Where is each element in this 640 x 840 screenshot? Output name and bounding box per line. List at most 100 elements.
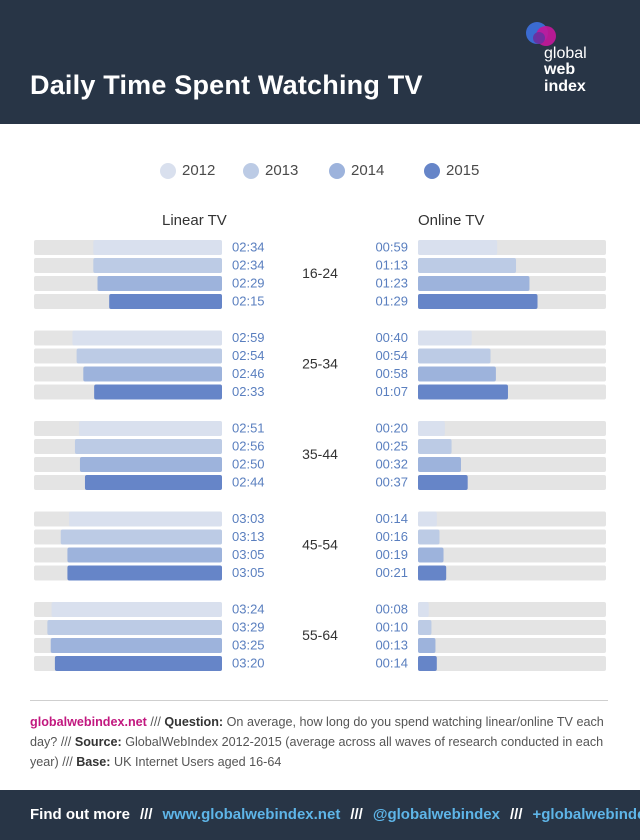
online-value-16-24-2015: 01:29 bbox=[375, 293, 408, 308]
linear-bar-45-54-2015 bbox=[67, 565, 222, 581]
logo-circle-purple-icon bbox=[533, 32, 545, 44]
legend-swatch-2014 bbox=[329, 162, 345, 179]
online-bar-45-54-2014 bbox=[418, 547, 444, 563]
online-track-45-54-2013 bbox=[418, 529, 606, 545]
linear-value-25-34-2013: 02:54 bbox=[232, 348, 265, 363]
age-group-label-35-44: 35-44 bbox=[302, 446, 338, 462]
online-value-35-44-2014: 00:32 bbox=[375, 456, 408, 471]
online-track-45-54-2015 bbox=[418, 565, 606, 581]
globalwebindex-logo[interactable]: global web index bbox=[524, 18, 624, 108]
linear-bar-35-44-2015 bbox=[84, 475, 222, 490]
footnote-separator: /// bbox=[62, 755, 77, 769]
linear-bar-25-34-2015 bbox=[94, 384, 222, 400]
linear-bar-16-24-2015 bbox=[109, 294, 222, 309]
linear-value-55-64-2013: 03:29 bbox=[232, 619, 265, 634]
linear-bar-25-34-2012 bbox=[72, 330, 223, 346]
online-bar-16-24-2014 bbox=[418, 276, 530, 291]
online-bar-55-64-2012 bbox=[418, 602, 429, 617]
footer-separator: /// bbox=[140, 806, 153, 823]
online-value-45-54-2013: 00:16 bbox=[375, 529, 408, 544]
online-bar-45-54-2013 bbox=[418, 529, 440, 545]
online-track-35-44-2014 bbox=[418, 457, 606, 472]
legend-swatch-2013 bbox=[243, 162, 259, 179]
logo-word-index: index bbox=[544, 78, 586, 95]
online-value-55-64-2014: 00:13 bbox=[375, 637, 408, 652]
linear-value-25-34-2014: 02:46 bbox=[232, 366, 265, 381]
footnote-question-label: Question: bbox=[164, 715, 224, 729]
online-value-55-64-2013: 00:10 bbox=[375, 619, 408, 634]
linear-bar-16-24-2013 bbox=[93, 258, 222, 273]
linear-value-35-44-2013: 02:56 bbox=[232, 438, 265, 453]
linear-bar-45-54-2012 bbox=[69, 511, 223, 527]
footnote-separator: /// bbox=[146, 715, 165, 729]
footer-separator: /// bbox=[509, 806, 523, 823]
age-group-label-16-24: 16-24 bbox=[302, 265, 338, 281]
footer-twitter-link[interactable]: @globalwebindex bbox=[372, 806, 500, 823]
online-value-16-24-2012: 00:59 bbox=[375, 239, 408, 254]
online-value-35-44-2013: 00:25 bbox=[375, 438, 408, 453]
footnote-divider bbox=[30, 700, 608, 701]
online-bar-55-64-2014 bbox=[418, 638, 436, 653]
linear-bar-45-54-2014 bbox=[67, 547, 222, 563]
linear-bar-45-54-2013 bbox=[60, 529, 222, 545]
logo-word-web: web bbox=[544, 61, 576, 78]
logo-word-global: global bbox=[544, 45, 587, 62]
footer-find-out-more: Find out more bbox=[30, 806, 130, 823]
legend-item-2013: 2013 bbox=[243, 162, 298, 179]
linear-bar-16-24-2014 bbox=[97, 276, 222, 291]
online-bar-35-44-2013 bbox=[418, 439, 452, 454]
legend-label-2014: 2014 bbox=[351, 162, 385, 179]
online-value-16-24-2014: 01:23 bbox=[375, 275, 408, 290]
online-track-35-44-2012 bbox=[418, 421, 606, 436]
footer-gplus-link[interactable]: +globalwebindex bbox=[532, 806, 640, 823]
legend-item-2015: 2015 bbox=[424, 162, 479, 179]
linear-bar-16-24-2012 bbox=[93, 240, 222, 255]
online-bar-55-64-2015 bbox=[418, 656, 437, 671]
legend-item-2012: 2012 bbox=[160, 162, 215, 179]
online-bar-25-34-2014 bbox=[418, 366, 496, 382]
linear-value-35-44-2015: 02:44 bbox=[232, 474, 265, 489]
footer-separator: /// bbox=[350, 806, 363, 823]
online-value-55-64-2015: 00:14 bbox=[375, 655, 408, 670]
page-title: Daily Time Spent Watching TV bbox=[30, 70, 423, 100]
online-value-45-54-2012: 00:14 bbox=[375, 511, 408, 526]
linear-tv-column-title: Linear TV bbox=[162, 212, 227, 229]
online-bar-55-64-2013 bbox=[418, 620, 432, 635]
legend-label-2012: 2012 bbox=[182, 162, 216, 179]
linear-value-45-54-2013: 03:13 bbox=[232, 529, 265, 544]
linear-value-55-64-2012: 03:24 bbox=[232, 601, 265, 616]
legend-label-2013: 2013 bbox=[265, 162, 299, 179]
online-track-55-64-2012 bbox=[418, 602, 606, 617]
online-track-55-64-2014 bbox=[418, 638, 606, 653]
linear-value-35-44-2012: 02:51 bbox=[232, 420, 265, 435]
chart-legend: 2012 2013 2014 2015 bbox=[0, 162, 640, 182]
linear-value-16-24-2015: 02:15 bbox=[232, 293, 265, 308]
online-tv-column-title: Online TV bbox=[418, 212, 485, 229]
online-track-55-64-2015 bbox=[418, 656, 606, 671]
footnote-site-link[interactable]: globalwebindex.net bbox=[30, 715, 147, 729]
linear-bar-35-44-2012 bbox=[79, 421, 223, 436]
online-value-25-34-2012: 00:40 bbox=[375, 330, 408, 345]
footnote-base-text: UK Internet Users aged 16-64 bbox=[110, 755, 282, 769]
online-bar-45-54-2012 bbox=[418, 511, 437, 527]
online-value-55-64-2012: 00:08 bbox=[375, 601, 408, 616]
linear-value-45-54-2012: 03:03 bbox=[232, 511, 265, 526]
header-banner: Daily Time Spent Watching TV global web … bbox=[0, 0, 640, 124]
linear-value-55-64-2015: 03:20 bbox=[232, 655, 265, 670]
online-bar-16-24-2013 bbox=[418, 258, 517, 273]
footnote-base-label: Base: bbox=[76, 755, 111, 769]
age-group-label-55-64: 55-64 bbox=[302, 627, 338, 643]
online-bar-25-34-2013 bbox=[418, 348, 491, 364]
linear-bar-55-64-2012 bbox=[51, 602, 223, 617]
footer-website-link[interactable]: www.globalwebindex.net bbox=[162, 806, 341, 823]
age-group-label-25-34: 25-34 bbox=[302, 356, 338, 372]
online-value-45-54-2014: 00:19 bbox=[375, 547, 408, 562]
online-value-45-54-2015: 00:21 bbox=[375, 565, 408, 580]
online-bar-35-44-2014 bbox=[418, 457, 461, 472]
linear-value-25-34-2015: 02:33 bbox=[232, 384, 265, 399]
online-track-45-54-2014 bbox=[418, 547, 606, 563]
linear-bar-55-64-2015 bbox=[54, 656, 223, 671]
linear-bar-25-34-2014 bbox=[83, 366, 222, 382]
online-value-35-44-2012: 00:20 bbox=[375, 420, 408, 435]
